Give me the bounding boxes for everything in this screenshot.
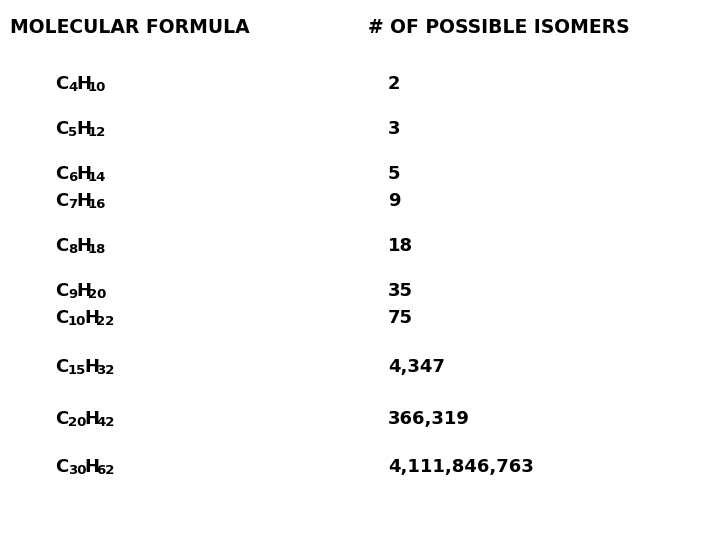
Text: 9: 9 (388, 192, 400, 210)
Text: 10: 10 (68, 315, 86, 328)
Text: 14: 14 (88, 171, 107, 184)
Text: 3: 3 (388, 120, 400, 138)
Text: 62: 62 (96, 464, 114, 477)
Text: H: H (84, 309, 99, 327)
Text: 7: 7 (68, 198, 77, 211)
Text: # OF POSSIBLE ISOMERS: # OF POSSIBLE ISOMERS (368, 18, 629, 37)
Text: 5: 5 (388, 165, 400, 183)
Text: 20: 20 (88, 288, 107, 301)
Text: H: H (76, 165, 91, 183)
Text: 22: 22 (96, 315, 114, 328)
Text: 16: 16 (88, 198, 107, 211)
Text: C: C (55, 120, 68, 138)
Text: 4,347: 4,347 (388, 358, 445, 376)
Text: 10: 10 (88, 81, 107, 94)
Text: H: H (76, 120, 91, 138)
Text: 8: 8 (68, 243, 77, 256)
Text: 4,111,846,763: 4,111,846,763 (388, 458, 534, 476)
Text: C: C (55, 192, 68, 210)
Text: 15: 15 (68, 364, 86, 377)
Text: C: C (55, 358, 68, 376)
Text: H: H (76, 282, 91, 300)
Text: C: C (55, 309, 68, 327)
Text: C: C (55, 75, 68, 93)
Text: 20: 20 (68, 416, 86, 429)
Text: H: H (76, 75, 91, 93)
Text: 18: 18 (388, 237, 413, 255)
Text: H: H (76, 237, 91, 255)
Text: C: C (55, 282, 68, 300)
Text: 32: 32 (96, 364, 114, 377)
Text: MOLECULAR FORMULA: MOLECULAR FORMULA (10, 18, 250, 37)
Text: C: C (55, 165, 68, 183)
Text: 4: 4 (68, 81, 77, 94)
Text: C: C (55, 237, 68, 255)
Text: H: H (76, 192, 91, 210)
Text: 12: 12 (88, 126, 107, 139)
Text: 18: 18 (88, 243, 107, 256)
Text: 9: 9 (68, 288, 77, 301)
Text: C: C (55, 458, 68, 476)
Text: H: H (84, 458, 99, 476)
Text: 30: 30 (68, 464, 86, 477)
Text: 366,319: 366,319 (388, 410, 470, 428)
Text: 35: 35 (388, 282, 413, 300)
Text: H: H (84, 358, 99, 376)
Text: 75: 75 (388, 309, 413, 327)
Text: 6: 6 (68, 171, 77, 184)
Text: 5: 5 (68, 126, 77, 139)
Text: H: H (84, 410, 99, 428)
Text: C: C (55, 410, 68, 428)
Text: 2: 2 (388, 75, 400, 93)
Text: 42: 42 (96, 416, 114, 429)
